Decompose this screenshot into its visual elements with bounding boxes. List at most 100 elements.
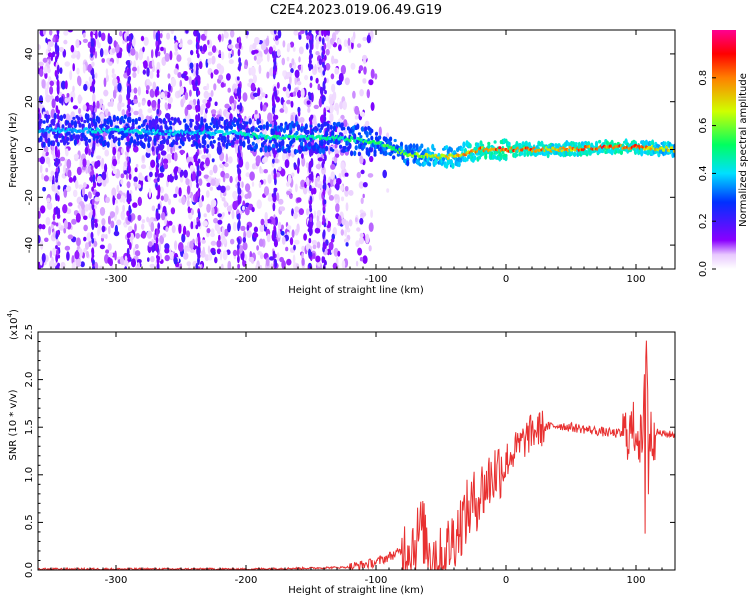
spectrogram-streak-cell [90, 165, 94, 171]
spectrogram-ridge-halo [198, 143, 202, 149]
spectrogram-noise-cell [163, 47, 166, 55]
spectrogram-noise-cell [278, 221, 282, 230]
spectrogram-noise-cell [99, 244, 105, 250]
spectrogram-noise-cell [319, 86, 324, 96]
spectrogram-ridge-core [45, 127, 50, 131]
spectrogram-streak-cell [90, 231, 94, 240]
spectrogram-noise-cell [41, 253, 46, 263]
spectrogram-noise-cell [142, 155, 145, 161]
spectrogram-noise-cell [45, 37, 48, 44]
spectrogram-noise-cell [134, 250, 141, 257]
spectrogram-noise-cell [82, 158, 87, 168]
spectrogram-noise-cell [73, 189, 78, 198]
spectrogram-noise-cell [96, 100, 100, 109]
spectrogram-ridge-halo [248, 118, 252, 124]
spectrogram-noise-cell [205, 148, 209, 154]
spectrogram-noise-cell [189, 240, 194, 250]
spectrogram-streak-cell [309, 82, 313, 89]
spectrogram-noise-cell [171, 78, 177, 87]
spectrogram-streak-cell [90, 38, 94, 47]
spectrogram-noise-cell [291, 229, 295, 238]
spectrogram-noise-cell [46, 81, 50, 90]
spectrogram-ridge-halo [312, 146, 316, 152]
spectrogram-streak-cell [127, 76, 131, 85]
spectrogram-ridge-halo [569, 150, 574, 156]
spectrogram-noise-cell [362, 182, 368, 188]
spectrogram-noise-cell [251, 163, 256, 170]
spectrogram-streak-cell [90, 104, 93, 112]
spectrogram-noise-cell [245, 161, 250, 170]
spectrogram-streak-cell [309, 184, 312, 192]
spectrogram-ridge-halo [47, 114, 51, 120]
spectrogram-noise-cell [220, 185, 226, 193]
spectrogram-noise-cell [245, 183, 251, 193]
spectrogram-ridge-halo [223, 136, 227, 144]
spectrogram-ridge-halo [212, 139, 216, 144]
spectrogram-ridge-halo [55, 138, 59, 143]
spectrogram-streak-cell [92, 259, 95, 265]
spectrogram-ridge-halo [574, 142, 578, 145]
spectrogram-ridge-halo [176, 135, 180, 141]
spectrogram-noise-cell [205, 107, 208, 114]
spectrogram-streak-cell [309, 64, 313, 69]
spectrogram-noise-cell [45, 94, 51, 103]
spectrogram-noise-cell [100, 32, 106, 42]
spectrogram-noise-cell [206, 182, 211, 187]
spectrogram-noise-cell [316, 175, 320, 182]
spectrogram-noise-cell [207, 51, 213, 56]
spectrogram-streak-cell [56, 64, 60, 75]
spectrogram-noise-cell [300, 179, 306, 188]
spectrogram-noise-cell [365, 233, 370, 244]
spectrogram-noise-cell [260, 218, 265, 226]
spectrogram-ridge-halo [233, 137, 237, 142]
spectrogram-noise-cell [263, 186, 270, 196]
spectrogram-streak-cell [195, 68, 199, 77]
spectrogram-noise-cell [296, 165, 300, 174]
spectrogram-noise-cell [367, 173, 374, 178]
spectrogram-noise-cell [343, 119, 348, 128]
spectrogram-noise-cell [120, 178, 124, 185]
spectrogram-ridge-halo [251, 125, 255, 132]
spectrogram-ridge-halo [42, 141, 46, 148]
spectrogram-streak-cell [272, 217, 276, 226]
spectrogram-noise-cell [104, 149, 109, 157]
spectrogram-noise-cell [170, 30, 175, 35]
spectrogram-noise-cell [42, 187, 46, 192]
spectrogram-noise-cell [208, 253, 213, 261]
spectrogram-ridge-core [70, 130, 74, 134]
spectrogram-ridge-halo [128, 116, 132, 124]
spectrogram-streak-cell [56, 45, 60, 53]
spectrogram-noise-cell [160, 46, 164, 52]
spectrogram-noise-cell [325, 48, 330, 56]
spectrogram-noise-cell [315, 77, 319, 84]
spectrogram-noise-cell [246, 224, 250, 232]
spectrogram-noise-cell [41, 79, 46, 89]
spectrogram-noise-cell [82, 38, 88, 44]
spectrogram-noise-cell [147, 257, 150, 262]
spectrogram-ridge-halo [134, 120, 138, 125]
spectrogram-noise-cell [245, 172, 251, 178]
spectrogram-ridge-halo [211, 135, 215, 139]
spectrogram-noise-cell [41, 173, 44, 180]
spectrogram-ridge-halo [272, 143, 276, 149]
spectrogram-noise-cell [141, 219, 146, 224]
spectrogram-noise-cell [207, 39, 210, 45]
spectrogram-ridge-halo [183, 136, 187, 142]
spectrogram-noise-cell [162, 233, 167, 238]
spectrogram-noise-cell [290, 114, 294, 123]
spectrogram-ridge-halo [206, 129, 210, 133]
spectrogram-ridge-halo [72, 116, 76, 120]
spectrogram-noise-cell [220, 263, 224, 269]
spectrogram-noise-cell [66, 185, 72, 192]
spectrogram-noise-cell [45, 167, 49, 173]
spectrogram-noise-cell [229, 95, 235, 105]
spectrogram-streak-cell [323, 54, 327, 61]
spectrogram-ridge-halo [236, 134, 240, 139]
spectrogram-noise-cell [306, 100, 311, 105]
spectrogram-noise-cell [45, 48, 49, 56]
spectrogram-ridge-halo [52, 140, 56, 147]
spectrogram-noise-cell [210, 240, 217, 246]
spectrogram-noise-cell [164, 248, 170, 254]
spectrogram-noise-cell [221, 197, 226, 202]
spectrogram-streak-cell [128, 197, 132, 202]
